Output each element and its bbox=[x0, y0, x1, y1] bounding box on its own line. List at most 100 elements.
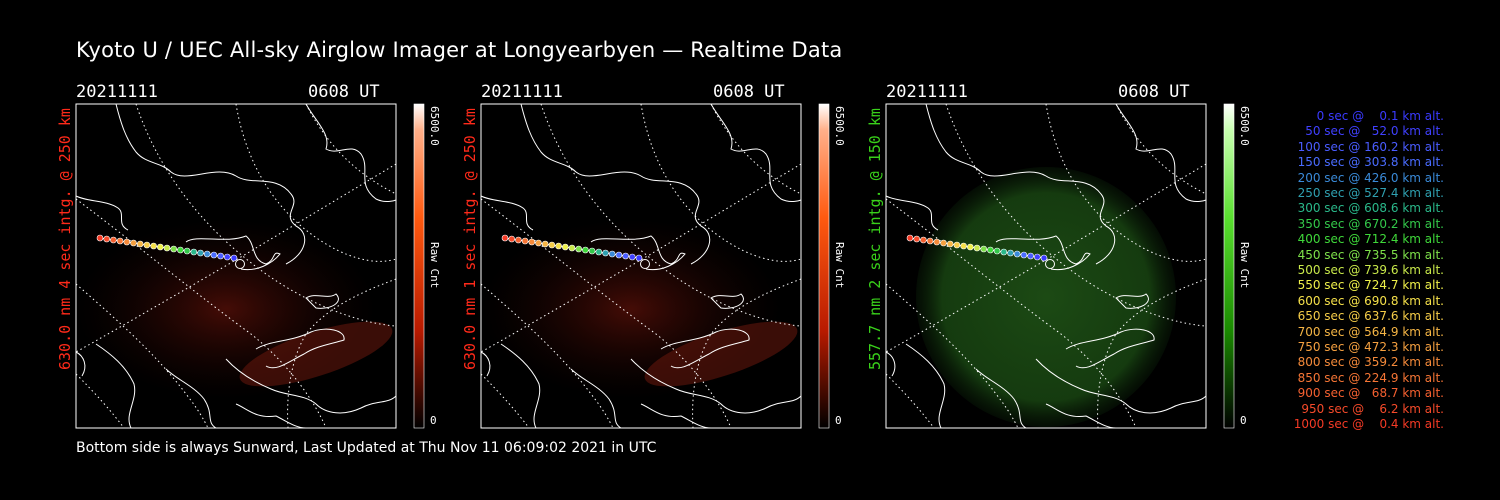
trajectory-point-1000s bbox=[906, 234, 914, 242]
coastline-5 bbox=[660, 328, 750, 369]
trajectory-point-950s bbox=[508, 235, 516, 243]
trajectory-point-300s bbox=[1000, 248, 1008, 256]
coastline-3 bbox=[590, 235, 686, 271]
aurora-arc bbox=[239, 321, 393, 387]
coastline-6 bbox=[1035, 358, 1207, 414]
legend-entry-500s: 500 sec @ 739.6 km alt. bbox=[1293, 263, 1444, 277]
coastline-7 bbox=[95, 343, 136, 429]
coastline-9 bbox=[1045, 403, 1117, 429]
trajectory-point-950s bbox=[913, 235, 921, 243]
coastline-0 bbox=[925, 103, 1116, 265]
coastline-6 bbox=[225, 358, 397, 414]
trajectory-point-700s bbox=[136, 240, 144, 248]
trajectory-point-500s bbox=[973, 244, 981, 252]
trajectory-point-750s bbox=[535, 239, 542, 247]
trajectory-point-250s bbox=[1007, 249, 1014, 257]
trajectory-point-850s bbox=[521, 237, 529, 245]
trajectory-point-150s bbox=[1020, 251, 1028, 259]
trajectory-point-450s bbox=[170, 245, 177, 253]
trajectory-point-350s bbox=[588, 247, 596, 255]
panel-ylabel: 557.7 nm 2 sec intg. @ 150 km bbox=[866, 108, 884, 370]
coastline-2 bbox=[480, 195, 534, 231]
panel-time: 0608 UT bbox=[308, 82, 380, 102]
trajectory-point-350s bbox=[183, 247, 191, 255]
geo-grid-line-1 bbox=[135, 103, 397, 327]
legend-entry-150s: 150 sec @ 303.8 km alt. bbox=[1293, 155, 1444, 170]
legend-entry-950s: 950 sec @ 6.2 km alt. bbox=[1297, 401, 1444, 416]
panel-ylabel: 630.0 nm 1 sec intg. @ 250 km bbox=[461, 108, 479, 370]
trajectory-point-850s bbox=[116, 237, 124, 245]
coastline-6 bbox=[630, 358, 802, 414]
trajectory-point-50s bbox=[1034, 253, 1041, 261]
coastline-10 bbox=[480, 351, 491, 377]
panel-time: 0608 UT bbox=[713, 82, 785, 102]
trajectory-point-700s bbox=[541, 240, 549, 248]
trajectory-point-800s bbox=[933, 238, 941, 246]
legend-entry-900s: 900 sec @ 68.7 km alt. bbox=[1293, 386, 1444, 401]
colorbar-max-label: 6500.0 bbox=[428, 106, 441, 146]
legend-entry-50s: 50 sec @ 52.0 km alt. bbox=[1297, 124, 1444, 139]
colorbar-max-label: 6500.0 bbox=[1238, 106, 1251, 146]
geo-grid-line-6 bbox=[692, 278, 802, 429]
colorbar-unit-label: Raw Cnt bbox=[833, 242, 846, 289]
colorbar-1 bbox=[413, 103, 425, 429]
trajectory-point-950s bbox=[103, 235, 111, 243]
geo-grid-line-0 bbox=[1045, 103, 1207, 262]
coastline-10 bbox=[885, 351, 896, 377]
panel-1 bbox=[75, 103, 397, 429]
trajectory-point-850s bbox=[926, 237, 934, 245]
trajectory-point-250s bbox=[197, 249, 204, 257]
trajectory-point-350s bbox=[993, 247, 1001, 255]
panel-date: 20211111 bbox=[481, 82, 563, 102]
trajectory-point-750s bbox=[130, 239, 137, 247]
coastline-8 bbox=[975, 368, 1027, 429]
coastline-2 bbox=[885, 195, 939, 231]
legend-entry-250s: 250 sec @ 527.4 km alt. bbox=[1293, 186, 1444, 200]
legend-entry-350s: 350 sec @ 670.2 km alt. bbox=[1293, 216, 1444, 231]
trajectory-point-100s bbox=[217, 252, 224, 260]
colorbar-min-label: 0 bbox=[835, 414, 842, 427]
trajectory-point-1000s bbox=[501, 234, 509, 242]
panel-frame bbox=[480, 103, 802, 429]
coastline-1 bbox=[1115, 103, 1207, 203]
trajectory-point-300s bbox=[190, 248, 198, 256]
coastline-4 bbox=[1115, 293, 1149, 309]
trajectory-point-600s bbox=[960, 242, 967, 250]
coastline-3 bbox=[995, 235, 1091, 271]
colorbar-min-label: 0 bbox=[1240, 414, 1247, 427]
coastline-9 bbox=[235, 403, 307, 429]
coastline-7 bbox=[905, 343, 946, 429]
geo-grid-line-6 bbox=[287, 278, 397, 429]
colorbar-unit-label: Raw Cnt bbox=[428, 242, 441, 289]
trajectory-point-400s bbox=[582, 246, 589, 254]
colorbar-unit-label: Raw Cnt bbox=[1238, 242, 1251, 289]
trajectory-point-450s bbox=[980, 245, 987, 253]
legend-entry-800s: 800 sec @ 359.2 km alt. bbox=[1293, 355, 1444, 370]
trajectory-point-650s bbox=[143, 241, 151, 249]
coastline-5 bbox=[255, 328, 345, 369]
launch-site-marker bbox=[235, 259, 245, 269]
trajectory-point-800s bbox=[123, 238, 131, 246]
trajectory-point-400s bbox=[987, 246, 994, 254]
legend-entry-450s: 450 sec @ 735.5 km alt. bbox=[1293, 247, 1444, 262]
colorbar-2 bbox=[818, 103, 830, 429]
legend-entry-700s: 700 sec @ 564.9 km alt. bbox=[1293, 324, 1444, 339]
trajectory-point-400s bbox=[177, 246, 184, 254]
trajectory-point-550s bbox=[562, 243, 569, 251]
legend-entry-600s: 600 sec @ 690.8 km alt. bbox=[1293, 293, 1444, 308]
trajectory-point-900s bbox=[110, 236, 117, 244]
panel-2 bbox=[480, 103, 802, 429]
geo-grid-line-0 bbox=[235, 103, 397, 262]
coastline-4 bbox=[305, 293, 339, 309]
airglow-emission-area bbox=[916, 167, 1176, 427]
trajectory-point-0s bbox=[1040, 254, 1048, 262]
geo-grid-line-6 bbox=[1097, 278, 1207, 429]
trajectory-point-900s bbox=[515, 236, 522, 244]
trajectory-point-550s bbox=[157, 243, 164, 251]
trajectory-point-200s bbox=[1013, 250, 1021, 258]
panel-date: 20211111 bbox=[76, 82, 158, 102]
page-title: Kyoto U / UEC All-sky Airglow Imager at … bbox=[76, 38, 843, 62]
legend-entry-650s: 650 sec @ 637.6 km alt. bbox=[1293, 309, 1444, 324]
geo-grid-line-4 bbox=[75, 373, 125, 429]
